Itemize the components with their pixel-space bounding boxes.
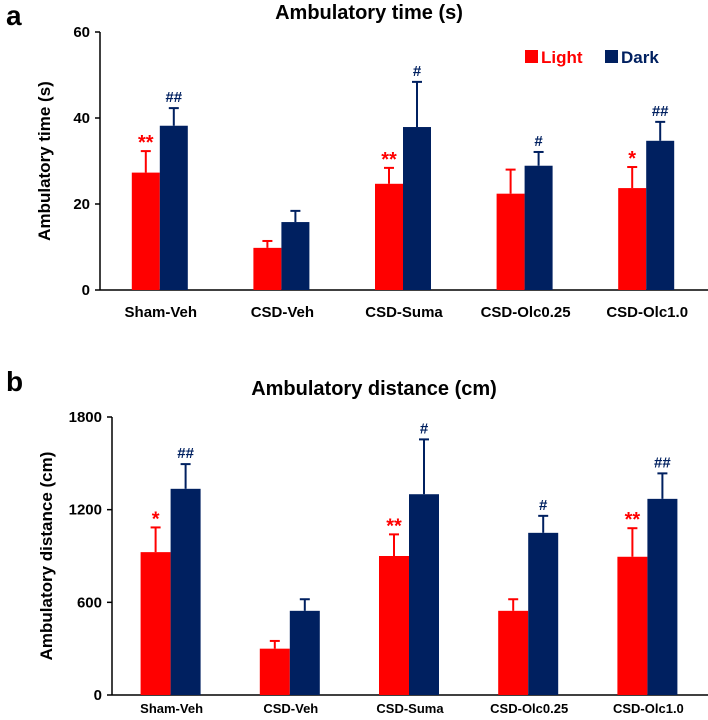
significance-marker: * — [628, 148, 636, 170]
legend-swatch — [605, 50, 618, 63]
y-tick-label: 40 — [73, 110, 90, 127]
x-category-label: CSD-Olc1.0 — [613, 701, 684, 716]
bar-light — [379, 556, 409, 695]
bar-dark — [289, 610, 320, 695]
chart-panel-a: a Ambulatory time (s) 0 20 40 60 Ambulatory … — [0, 0, 708, 350]
bar-light — [498, 610, 529, 695]
legend-label: Light — [541, 48, 583, 67]
legend-swatch — [525, 50, 538, 63]
x-category-label: CSD-Veh — [251, 304, 314, 321]
bar-dark — [524, 165, 553, 290]
bar-dark — [646, 140, 675, 290]
bar-dark — [159, 125, 188, 291]
y-tick-label: 60 — [73, 24, 90, 41]
significance-marker: ## — [177, 445, 194, 462]
x-category-label: CSD-Veh — [263, 701, 318, 716]
x-category-label: CSD-Suma — [365, 304, 443, 321]
bar-light — [375, 183, 403, 290]
chart-panel-b: b Ambulatory distance (cm) 0 600 1200 1800 A… — [0, 360, 708, 720]
bar-dark — [647, 498, 678, 695]
bar-light — [253, 247, 282, 290]
significance-marker: ** — [386, 515, 402, 537]
bar-dark — [281, 222, 310, 290]
y-tick-label: 0 — [94, 687, 102, 704]
x-category-label: Sham-Veh — [140, 701, 203, 716]
x-category-label: CSD-Suma — [376, 701, 444, 716]
significance-marker: # — [539, 497, 548, 514]
bar-dark — [409, 494, 439, 695]
significance-marker: ## — [165, 89, 182, 106]
bar-light — [140, 552, 171, 695]
y-tick-label: 1200 — [69, 502, 102, 519]
significance-marker: ## — [654, 454, 671, 471]
bar-light — [617, 556, 648, 695]
x-category-label: CSD-Olc0.25 — [481, 304, 571, 321]
chart-title: Ambulatory time (s) — [275, 2, 463, 24]
bar-dark — [528, 532, 559, 695]
y-axis-label: Ambulatory distance (cm) — [37, 452, 56, 661]
panel-letter: b — [6, 366, 24, 397]
chart-title: Ambulatory distance (cm) — [251, 378, 497, 400]
significance-marker: ** — [625, 509, 641, 531]
y-tick-label: 20 — [73, 196, 90, 213]
significance-marker: * — [152, 508, 160, 530]
bar-light — [259, 648, 290, 695]
y-tick-label: 600 — [77, 594, 102, 611]
bar-light — [496, 193, 525, 290]
significance-marker: ** — [381, 149, 397, 171]
bar-dark — [170, 488, 201, 695]
x-category-label: CSD-Olc1.0 — [606, 304, 688, 321]
significance-marker: # — [534, 133, 543, 150]
significance-marker: ## — [652, 103, 669, 120]
y-tick-label: 1800 — [69, 409, 102, 426]
bar-dark — [403, 127, 431, 290]
y-tick-label: 0 — [82, 282, 90, 299]
y-axis-label: Ambulatory time (s) — [35, 81, 54, 241]
panel-letter: a — [6, 0, 22, 31]
x-category-label: CSD-Olc0.25 — [490, 701, 568, 716]
significance-marker: # — [413, 63, 422, 80]
significance-marker: # — [420, 420, 429, 437]
x-category-label: Sham-Veh — [125, 304, 198, 321]
bar-light — [131, 172, 160, 290]
bar-light — [618, 188, 647, 290]
significance-marker: ** — [138, 132, 154, 154]
legend-label: Dark — [621, 48, 659, 67]
